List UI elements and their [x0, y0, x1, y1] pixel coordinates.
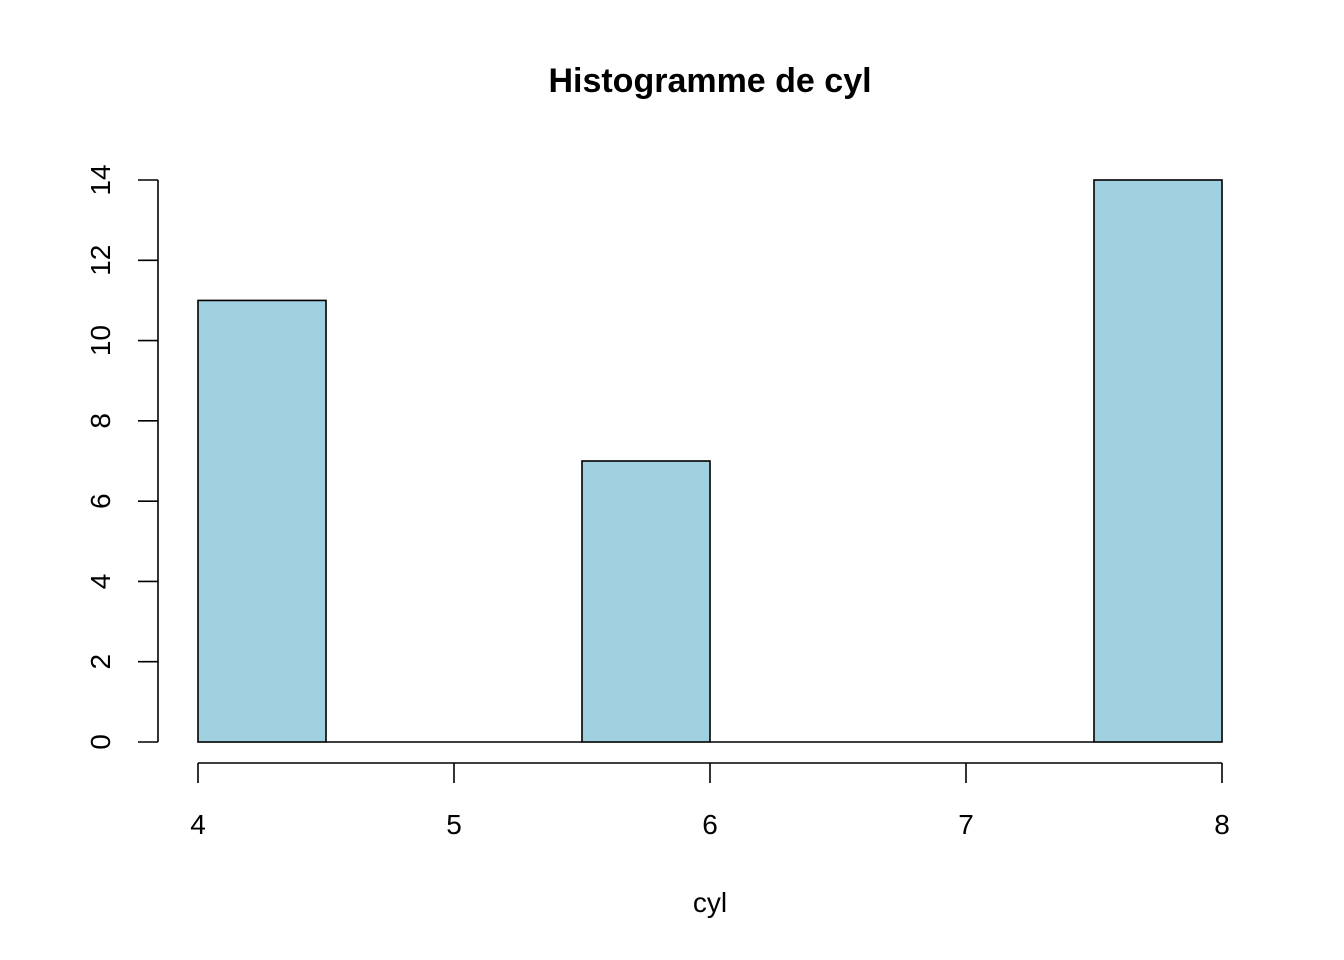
x-tick-label-2: 6	[702, 809, 718, 840]
x-axis-label: cyl	[693, 887, 727, 918]
y-tick-label-2: 4	[85, 574, 116, 590]
chart-title: Histogramme de cyl	[548, 62, 871, 100]
y-tick-label-5: 10	[85, 325, 116, 356]
x-tick-label-1: 5	[446, 809, 462, 840]
y-tick-label-0: 0	[85, 734, 116, 750]
y-tick-label-4: 8	[85, 413, 116, 429]
y-tick-label-3: 6	[85, 493, 116, 509]
y-tick-label-6: 12	[85, 245, 116, 276]
histogram-bar-3	[581, 460, 711, 743]
x-tick-label-3: 7	[958, 809, 974, 840]
y-axis: 0 2 4 6 8 10 12 14	[85, 164, 159, 750]
histogram-bar-0	[197, 299, 327, 743]
bars-group	[197, 179, 1223, 743]
x-axis: 4 5 6 7 8	[190, 762, 1230, 840]
histogram-bar-7	[1093, 179, 1223, 743]
x-tick-label-0: 4	[190, 809, 206, 840]
y-tick-label-1: 2	[85, 654, 116, 670]
y-tick-label-7: 14	[85, 164, 116, 195]
x-tick-label-4: 8	[1214, 809, 1230, 840]
